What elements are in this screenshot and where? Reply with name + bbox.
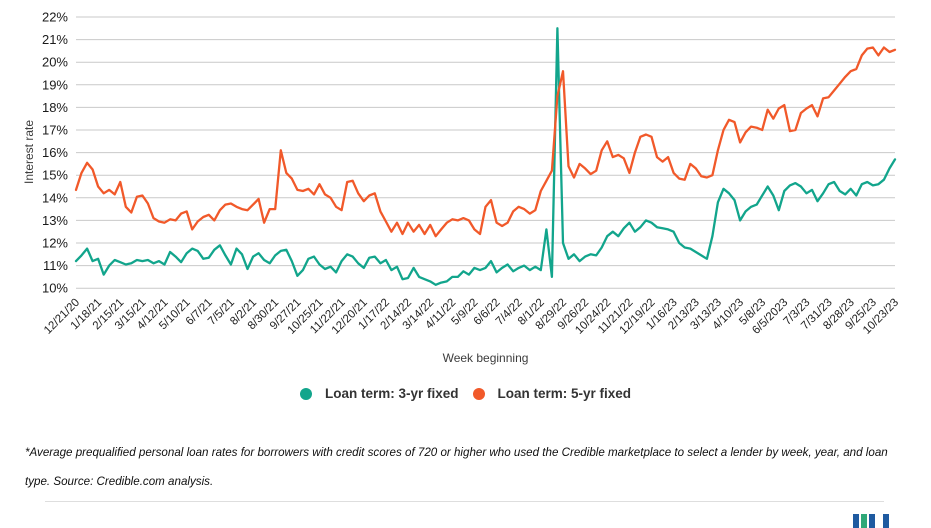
series-line-3yr-fixed: [74, 27, 897, 286]
y-axis-tick-label: 17%: [42, 123, 68, 138]
legend-item-5yr-fixed: Loan term: 5-yr fixed: [472, 386, 632, 401]
rates-line-chart: 10%11%12%13%14%15%16%17%18%19%20%21%22%1…: [22, 10, 901, 366]
y-axis-title: Interest rate: [22, 120, 36, 184]
x-axis-title: Week beginning: [443, 351, 529, 365]
logo-bar: [861, 514, 867, 528]
legend-dot-icon: [299, 387, 312, 400]
y-axis-tick-label: 13%: [42, 213, 68, 228]
y-axis-tick-label: 12%: [42, 236, 68, 251]
series-line-5yr-fixed: [74, 46, 897, 238]
credible-logo-fragment: [853, 514, 891, 528]
y-axis-tick-label: 21%: [42, 32, 68, 47]
y-axis-tick-label: 11%: [43, 258, 68, 273]
legend-item-3yr-fixed: Loan term: 3-yr fixed: [299, 386, 459, 401]
y-axis-tick-label: 10%: [42, 281, 68, 296]
y-axis-tick-label: 16%: [42, 145, 68, 160]
y-axis-tick-label: 18%: [42, 100, 68, 115]
logo-bar: [853, 514, 859, 528]
y-axis-tick-label: 15%: [42, 168, 68, 183]
legend-dot-icon: [472, 387, 485, 400]
logo-bar: [883, 514, 889, 528]
y-axis-tick-label: 19%: [42, 77, 68, 92]
legend-label: Loan term: 5-yr fixed: [497, 386, 632, 401]
footer-divider: [45, 501, 884, 502]
footnote: *Average prequalified personal loan rate…: [25, 446, 888, 488]
y-axis-tick-label: 14%: [42, 190, 68, 205]
legend-label: Loan term: 3-yr fixed: [324, 386, 459, 401]
y-axis-tick-label: 22%: [42, 10, 68, 25]
chart-legend: Loan term: 3-yr fixed Loan term: 5-yr fix…: [0, 386, 931, 401]
y-axis-tick-label: 20%: [42, 55, 68, 70]
logo-bar: [869, 514, 875, 528]
